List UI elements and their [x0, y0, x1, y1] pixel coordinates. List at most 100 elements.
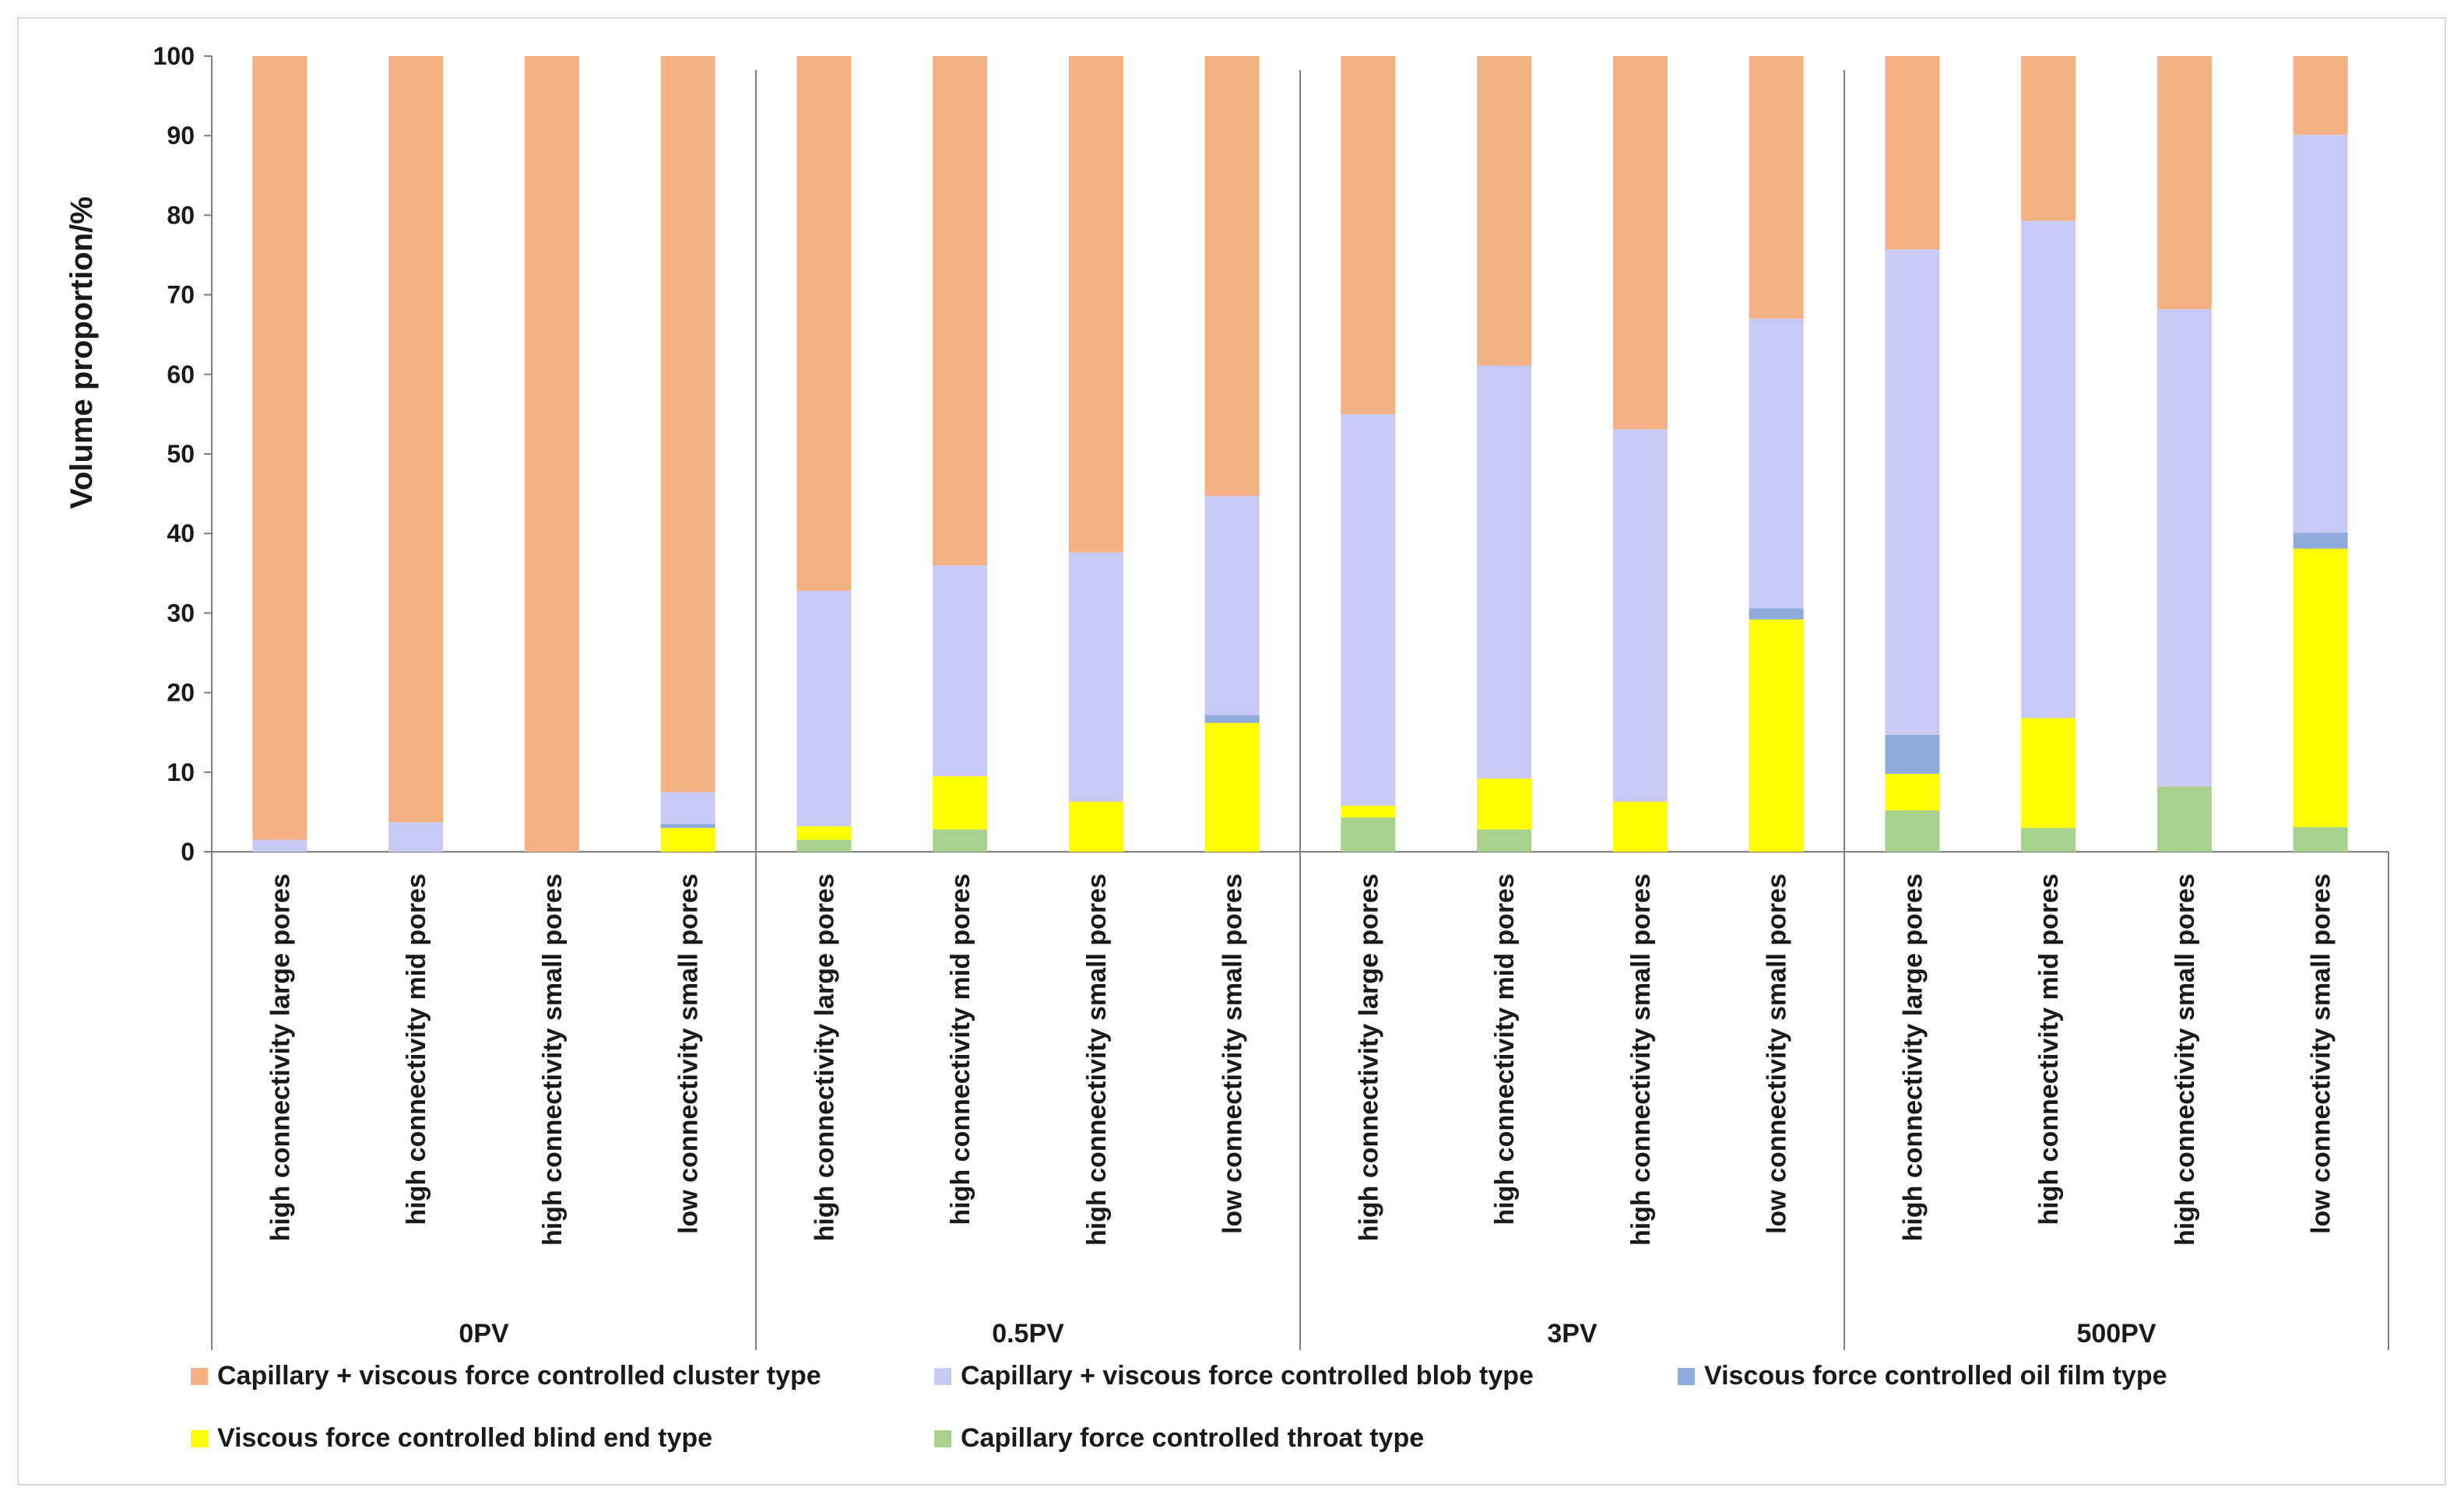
bar-segment — [1477, 778, 1532, 830]
bar-segment — [1341, 56, 1396, 414]
x-category-label: low connectivity small pores — [674, 874, 704, 1234]
legend-item-blob: Capillary + viscous force controlled blo… — [934, 1361, 1534, 1391]
bar-segment — [1612, 56, 1668, 430]
bar-segment — [1885, 773, 1940, 811]
bar-segment — [2021, 718, 2076, 828]
bar-segment — [796, 590, 852, 827]
y-tick-label: 60 — [167, 360, 195, 389]
x-category-label: low connectivity small pores — [2307, 874, 2336, 1234]
legend-item-cluster: Capillary + viscous force controlled clu… — [191, 1361, 821, 1391]
legend-swatch-cluster — [191, 1367, 208, 1385]
bar-segment — [1068, 552, 1123, 802]
x-category-label: high connectivity small pores — [538, 874, 568, 1246]
bar-segment — [660, 56, 715, 793]
legend-label-blob: Capillary + viscous force controlled blo… — [961, 1361, 1534, 1391]
x-category-label: low connectivity small pores — [1218, 874, 1248, 1234]
bar-segment — [1341, 818, 1396, 852]
bar-segment — [1885, 734, 1940, 774]
x-category-label: low connectivity small pores — [1763, 874, 1792, 1234]
bar-segment — [2293, 827, 2348, 852]
bar-segment — [1341, 805, 1396, 818]
bar-segment — [2021, 828, 2076, 852]
bar-segment — [660, 824, 715, 828]
bar-segment — [2293, 135, 2348, 533]
y-tick-label: 70 — [167, 281, 195, 309]
x-category-label: high connectivity mid pores — [946, 874, 975, 1225]
x-category-label: high connectivity mid pores — [2034, 874, 2064, 1225]
chart-legend: Capillary + viscous force controlled clu… — [191, 1361, 2293, 1470]
bar-segment — [2021, 56, 2076, 221]
group-label: 500PV — [2076, 1319, 2156, 1349]
bar-segment — [1885, 56, 1940, 250]
legend-item-blind-end: Viscous force controlled blind end type — [191, 1423, 712, 1454]
bar-segment — [1204, 723, 1260, 852]
bar-segment — [2021, 220, 2076, 719]
y-axis-title: Volume proportion/% — [65, 196, 99, 508]
legend-swatch-oil-film — [1678, 1367, 1695, 1385]
bar-segment — [388, 56, 444, 823]
x-category-label: high connectivity small pores — [1626, 874, 1656, 1246]
y-tick-label: 0 — [181, 838, 195, 866]
bar-segment — [1749, 619, 1804, 852]
y-tick-label: 30 — [167, 599, 195, 627]
x-category-label: high connectivity large pores — [1898, 874, 1928, 1241]
bar-segment — [933, 829, 988, 852]
x-category-label: high connectivity mid pores — [1490, 874, 1520, 1225]
bar-segment — [2156, 786, 2212, 852]
bar-segment — [1204, 56, 1260, 497]
bar-segment — [1749, 318, 1804, 609]
bar-segment — [1204, 496, 1260, 716]
bar-segment — [252, 839, 308, 852]
y-tick-label: 10 — [167, 758, 195, 786]
bar-segment — [1068, 801, 1123, 852]
bar-segment — [1477, 829, 1532, 852]
bar-segment — [1612, 801, 1668, 852]
bar-segment — [796, 826, 852, 840]
legend-label-oil-film: Viscous force controlled oil film type — [1704, 1361, 2167, 1391]
bar-segment — [2293, 56, 2348, 135]
group-label: 0PV — [459, 1319, 509, 1349]
x-category-label: high connectivity mid pores — [402, 874, 431, 1225]
bar-segment — [933, 56, 988, 566]
bar-segment — [796, 839, 852, 852]
bar-segment — [1477, 365, 1532, 779]
bar-segment — [524, 56, 579, 852]
y-tick-label: 90 — [167, 121, 195, 149]
bar-segment — [1477, 56, 1532, 366]
y-tick-label: 50 — [167, 440, 195, 468]
y-tick-label: 20 — [167, 679, 195, 707]
bar-segment — [933, 775, 988, 830]
legend-swatch-blob — [934, 1367, 951, 1385]
bar-segment — [1749, 56, 1804, 319]
bar-segment — [2293, 533, 2348, 549]
x-category-label: high connectivity small pores — [2170, 874, 2200, 1246]
y-tick-label: 80 — [167, 201, 195, 229]
legend-label-blind-end: Viscous force controlled blind end type — [217, 1423, 713, 1453]
bar-segment — [1885, 249, 1940, 735]
bar-segment — [1612, 429, 1668, 802]
bar-segment — [660, 792, 715, 825]
y-tick-label: 40 — [167, 519, 195, 547]
bar-segment — [388, 822, 444, 852]
x-category-label: high connectivity large pores — [265, 874, 295, 1241]
bar-segment — [1749, 608, 1804, 620]
bar-segment — [2293, 548, 2348, 828]
group-label: 3PV — [1547, 1319, 1598, 1349]
bar-segment — [796, 56, 852, 591]
group-label: 0.5PV — [992, 1319, 1064, 1349]
legend-item-throat: Capillary force controlled throat type — [934, 1423, 1424, 1454]
bar-segment — [1341, 413, 1396, 806]
legend-label-cluster: Capillary + viscous force controlled clu… — [217, 1361, 821, 1391]
chart-frame — [17, 17, 2446, 1486]
legend-swatch-blind-end — [191, 1429, 208, 1447]
legend-item-oil-film: Viscous force controlled oil film type — [1678, 1361, 2167, 1391]
bar-segment — [660, 828, 715, 852]
bar-segment — [1885, 810, 1940, 852]
bar-segment — [2156, 56, 2212, 309]
stacked-bar-chart: 0 10 20 30 40 50 60 70 80 90 100 Volume proportion/… — [65, 42, 2389, 1350]
bar-segment — [252, 56, 308, 840]
bar-segment — [2156, 308, 2212, 787]
legend-label-throat: Capillary force controlled throat type — [961, 1423, 1425, 1453]
bar-segment — [1068, 56, 1123, 553]
legend-swatch-throat — [934, 1429, 951, 1447]
